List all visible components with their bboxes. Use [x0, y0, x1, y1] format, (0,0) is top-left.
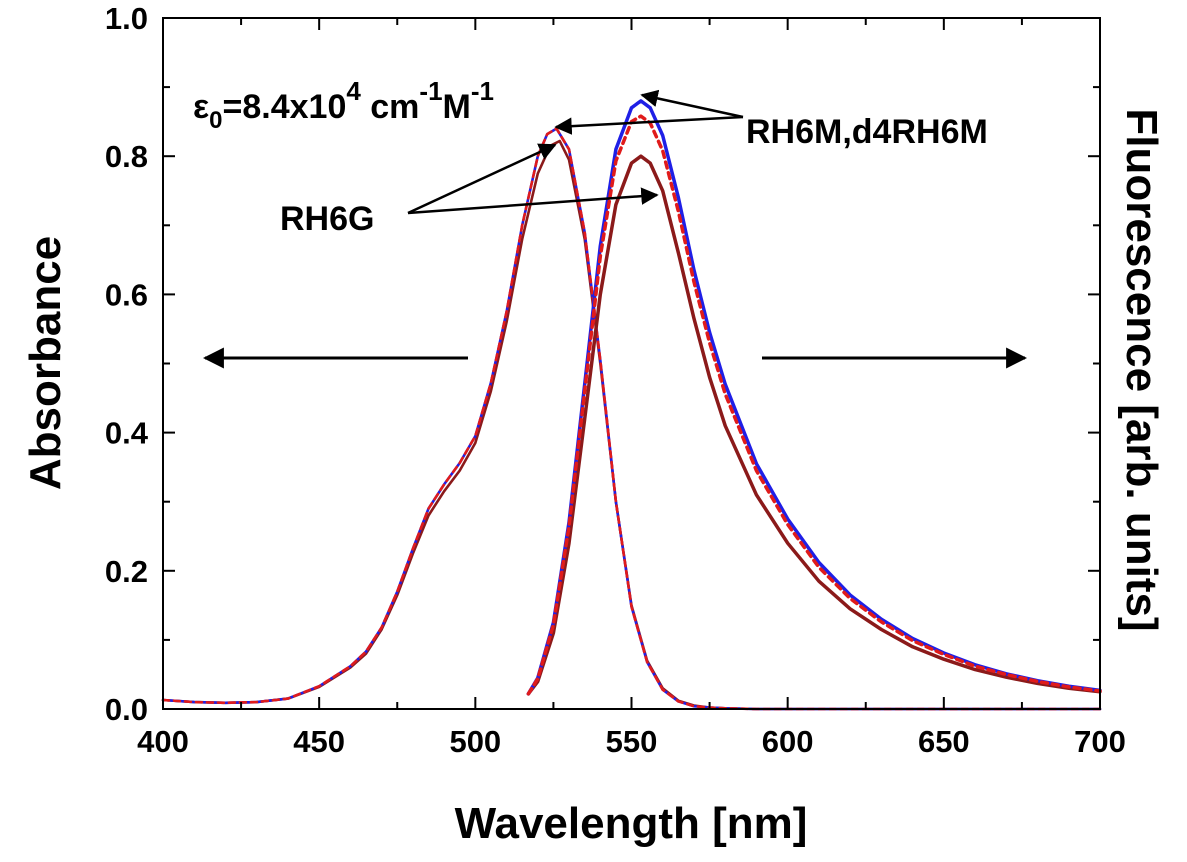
series-line-rh6g-fluorescence — [526, 154, 1102, 696]
series-line-d4rh6m-absorbance — [161, 127, 1102, 711]
y-tick-label: 1.0 — [105, 1, 148, 36]
tick-labels-layer: 400 450 500 550 600 650 700 0.0 0.2 0.4 0.6 0.8 1.0 — [105, 1, 1126, 759]
y-tick-label: 0.6 — [105, 277, 148, 312]
x-tick-label: 550 — [606, 724, 658, 759]
x-tick-label: 450 — [293, 724, 345, 759]
x-tick-label: 500 — [449, 724, 501, 759]
ticks-layer — [162, 17, 1101, 710]
annotation-arrow-rh6m-absorbance — [554, 115, 744, 135]
annotation-arrow-rh6g-fluorescence — [407, 187, 659, 215]
series-line-d4rh6m-fluorescence — [526, 114, 1102, 696]
y-tick-label: 0.2 — [105, 554, 148, 589]
series-layer — [161, 99, 1102, 711]
epsilon-annotation: ε0=8.4x104 cm-1M-1 — [193, 76, 494, 134]
annotation-rh6m-d4rh6m: RH6M,d4RH6M — [746, 113, 988, 151]
y2-axis-title: Fluorescence [arb. units] — [1117, 108, 1166, 631]
y-tick-label: 0.8 — [105, 139, 148, 174]
x-tick-label: 600 — [762, 724, 814, 759]
x-tick-label: 400 — [137, 724, 189, 759]
annotation-arrow-rh6g-absorbance — [407, 143, 557, 215]
x-axis-title: Wavelength [nm] — [455, 799, 808, 848]
annotation-arrow-rh6m-fluorescence — [640, 89, 744, 119]
y-tick-label: 0.0 — [105, 692, 148, 727]
x-tick-label: 700 — [1074, 724, 1126, 759]
annotation-rh6g: RH6G — [280, 200, 374, 238]
y-axis-title: Absorbance — [21, 236, 70, 490]
series-line-rh6m-fluorescence — [526, 99, 1102, 696]
y-tick-label: 0.4 — [105, 416, 149, 451]
x-tick-label: 650 — [918, 724, 970, 759]
